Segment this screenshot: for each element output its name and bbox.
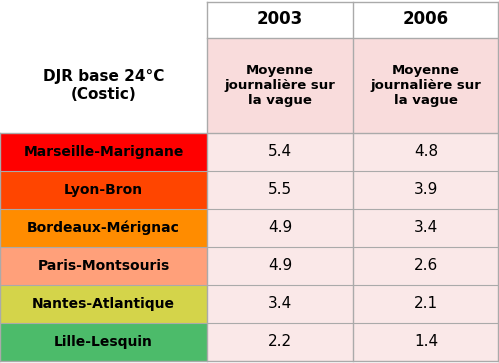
Text: Marseille-Marignane: Marseille-Marignane [23,145,184,159]
Bar [353,323,499,361]
Text: 4.8: 4.8 [414,144,438,159]
Bar [353,171,499,209]
Text: 2.2: 2.2 [268,334,292,350]
Bar [353,285,499,323]
Bar [207,38,353,133]
Bar [0,133,207,171]
Bar [0,0,207,38]
Text: Lille-Lesquin: Lille-Lesquin [54,335,153,349]
Bar [207,247,353,285]
Text: DJR base 24°C
(Costic): DJR base 24°C (Costic) [43,69,164,102]
Text: 3.4: 3.4 [414,220,438,236]
Text: 3.4: 3.4 [268,297,292,311]
Text: 2006: 2006 [403,10,449,28]
Bar [353,133,499,171]
Bar [353,247,499,285]
Text: 4.9: 4.9 [268,258,292,273]
Bar [207,0,499,38]
Bar [0,38,207,133]
Text: Lyon-Bron: Lyon-Bron [64,183,143,197]
Bar [353,209,499,247]
Bar [207,133,353,171]
Text: 4.9: 4.9 [268,220,292,236]
Bar [207,285,353,323]
Bar [207,323,353,361]
Text: 2.1: 2.1 [414,297,438,311]
Bar [207,171,353,209]
Text: Moyenne
journalière sur
la vague: Moyenne journalière sur la vague [371,64,482,107]
Text: Bordeaux-Mérignac: Bordeaux-Mérignac [27,221,180,235]
Bar [0,285,207,323]
Text: Nantes-Atlantique: Nantes-Atlantique [32,297,175,311]
Bar [353,38,499,133]
Text: 1.4: 1.4 [414,334,438,350]
Text: 2.6: 2.6 [414,258,438,273]
Bar [0,247,207,285]
Text: Paris-Montsouris: Paris-Montsouris [37,259,170,273]
Text: Moyenne
journalière sur
la vague: Moyenne journalière sur la vague [225,64,335,107]
Text: 5.5: 5.5 [268,183,292,197]
Bar [207,209,353,247]
Bar [0,171,207,209]
Bar [0,209,207,247]
Bar [0,323,207,361]
Text: 2003: 2003 [257,10,303,28]
Text: 3.9: 3.9 [414,183,438,197]
Text: 5.4: 5.4 [268,144,292,159]
